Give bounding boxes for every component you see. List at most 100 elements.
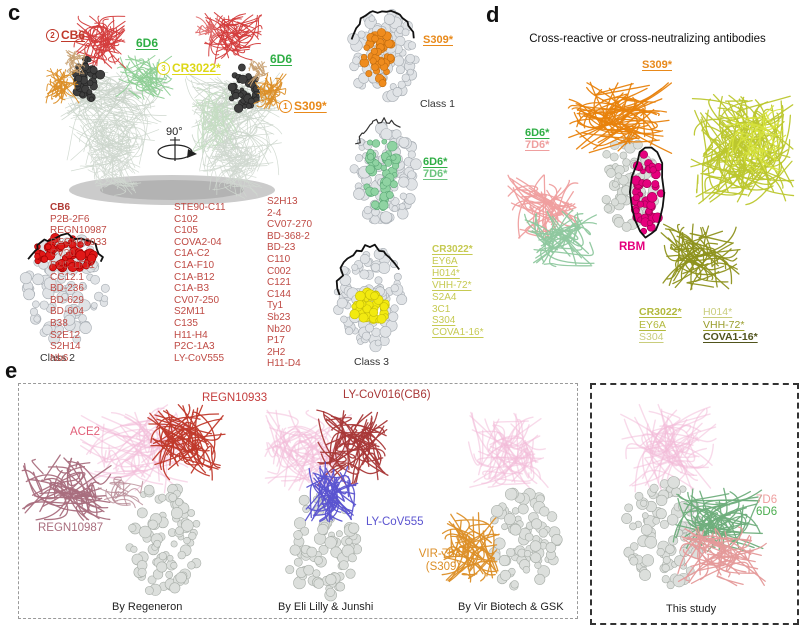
- label-s309-spike: 1 S309*: [279, 99, 327, 113]
- antibody-name: C135: [174, 317, 198, 329]
- antibody-name: CC12.1: [50, 271, 84, 283]
- antibody-name: B38: [50, 317, 68, 329]
- rank-badge-3: 3: [157, 62, 170, 75]
- antibody-name: C144: [267, 288, 291, 300]
- caption-vir-biotech: By Vir Biotech & GSK: [458, 601, 564, 613]
- label-cb6-text: CB6: [61, 28, 86, 42]
- label-regn10987: REGN10987: [38, 522, 104, 534]
- label-regn10933: REGN10933: [202, 392, 268, 404]
- antibody-name: BD-236: [50, 283, 84, 295]
- class1-caption: Class 1: [420, 98, 456, 110]
- antibody-name: C105: [174, 225, 198, 237]
- caption-regeneron: By Regeneron: [112, 601, 183, 613]
- antibody-name: CV07-250: [174, 294, 220, 306]
- antibody-name: LY-CoV555: [174, 352, 225, 364]
- panel-d-letter: d: [486, 2, 500, 27]
- rotation-90-label: 90°: [166, 126, 183, 138]
- label-7d6-e: 7D6: [756, 494, 778, 506]
- label-6d6-left: 6D6: [136, 36, 159, 50]
- antibody-name: CR3022*: [639, 306, 682, 318]
- label-cr3022-text: CR3022*: [172, 61, 221, 75]
- antibody-name: C110: [267, 253, 291, 265]
- panel-e-letter: e: [5, 358, 18, 383]
- antibody-name: 3C1: [432, 303, 451, 315]
- antibody-name: P17: [267, 335, 285, 347]
- panel-d-title: Cross-reactive or cross-neutralizing ant…: [529, 33, 766, 45]
- antibody-name: EY6A: [432, 255, 458, 267]
- antibody-name: C1A-B12: [174, 271, 215, 283]
- antibody-name: S304: [432, 315, 456, 327]
- label-ly-cov555: LY-CoV555: [366, 516, 424, 528]
- antibody-name: BD-629: [50, 294, 84, 306]
- cross-reactive-list-1: CR3022* EY6A S304: [639, 306, 682, 344]
- label-vir-7831-line2: (S309): [425, 560, 461, 573]
- antibody-name: CV30: [50, 248, 76, 260]
- label-vir-7831-line1: VIR-7831: [418, 548, 468, 560]
- antibody-name: S2H14: [50, 341, 81, 353]
- antibody-name: C1A-B3: [174, 283, 210, 295]
- label-s309-class1: S309*: [423, 34, 453, 46]
- label-ly-cov016: LY-CoV016(CB6): [343, 389, 431, 401]
- label-6d6-e: 6D6: [756, 506, 778, 518]
- label-6d6-right: 6D6: [270, 52, 293, 66]
- cross-reactive-list-2: H014* VHH-72* COVA1-16*: [703, 306, 758, 344]
- label-6d6-star: 6D6*: [423, 156, 448, 168]
- antibody-name: H014*: [703, 306, 733, 318]
- antibody-name: S2E12: [50, 329, 81, 341]
- label-s309-d: S309*: [642, 59, 672, 71]
- label-s309-text: S309*: [294, 99, 327, 113]
- rank-badge-2: 2: [46, 29, 59, 42]
- label-vir-7831: VIR-7831 (S309): [412, 548, 474, 573]
- antibody-name: BD-368-2: [267, 230, 310, 242]
- antibody-name: S304: [639, 331, 664, 343]
- rank-badge-1: 1: [279, 100, 292, 113]
- class2-antibody-list-col2: STE90-C11 C102 C105 COVA2-04 C1A-C2 C1A-F10 C1…: [174, 202, 226, 364]
- label-rbm: RBM: [619, 241, 646, 253]
- antibody-name: REGN10933: [50, 236, 107, 248]
- label-cb6: 2 CB6: [46, 28, 86, 42]
- antibody-name: EY6A: [639, 318, 666, 331]
- antibody-name: COVA1-16*: [703, 331, 758, 343]
- class2-antibody-list-col3: S2H13 2-4 CV07-270 BD-368-2 BD-23 C110 C002 C12…: [267, 196, 312, 370]
- antibody-name: COVA1-16*: [432, 327, 484, 339]
- antibody-name: C121: [267, 277, 291, 289]
- caption-eli-lilly: By Eli Lilly & Junshi: [278, 601, 374, 613]
- antibody-name: REGN10987: [50, 225, 107, 237]
- label-cr3022: 3 CR3022*: [157, 61, 221, 75]
- antibody-name: P2C-1F11: [50, 259, 95, 271]
- this-study-box: [590, 383, 799, 625]
- antibody-name: H11-H4: [174, 329, 208, 341]
- antibody-name: S2M11: [174, 306, 205, 318]
- antibody-name: H014*: [432, 267, 460, 279]
- antibody-name: C002: [267, 265, 291, 277]
- antibody-name: CR3022*: [432, 244, 473, 255]
- therapeutic-antibodies-box: [18, 383, 578, 619]
- panel-c-letter: c: [8, 0, 21, 25]
- caption-this-study: This study: [666, 603, 717, 615]
- antibody-name: COVA2-04: [174, 236, 222, 248]
- label-7d6-d: 7D6*: [525, 139, 550, 151]
- antibody-name: STE90-C11: [174, 202, 226, 213]
- antibody-name: VHH-72*: [432, 279, 472, 291]
- antibody-name: H11-D4: [267, 358, 301, 370]
- label-6d6-d: 6D6*: [525, 127, 550, 139]
- antibody-name: C1A-C2: [174, 248, 210, 260]
- class2-caption: Class 2: [40, 352, 76, 364]
- antibody-name: CV07-270: [267, 219, 313, 231]
- class2-antibody-list-col1: CB6 P2B-2F6 REGN10987 REGN10933 CV30 P2C-1F11…: [50, 202, 107, 364]
- antibody-name: S2H13: [267, 196, 298, 207]
- antibody-name: C102: [174, 213, 198, 225]
- antibody-name: CB6: [50, 202, 71, 213]
- antibody-name: P2B-2F6: [50, 213, 90, 225]
- antibody-name: S2A4: [432, 291, 457, 303]
- label-7d6-star: 7D6*: [423, 168, 448, 180]
- antibody-name: BD-23: [267, 242, 296, 254]
- antibody-name: BD-604: [50, 306, 84, 318]
- antibody-name: Nb20: [267, 323, 291, 335]
- class3-antibody-list: CR3022* EY6A H014* VHH-72* S2A4 3C1 S304 COVA1-…: [432, 244, 484, 339]
- antibody-name: 2H2: [267, 346, 286, 358]
- antibody-name: Ty1: [267, 300, 284, 312]
- antibody-name: VHH-72*: [703, 318, 745, 331]
